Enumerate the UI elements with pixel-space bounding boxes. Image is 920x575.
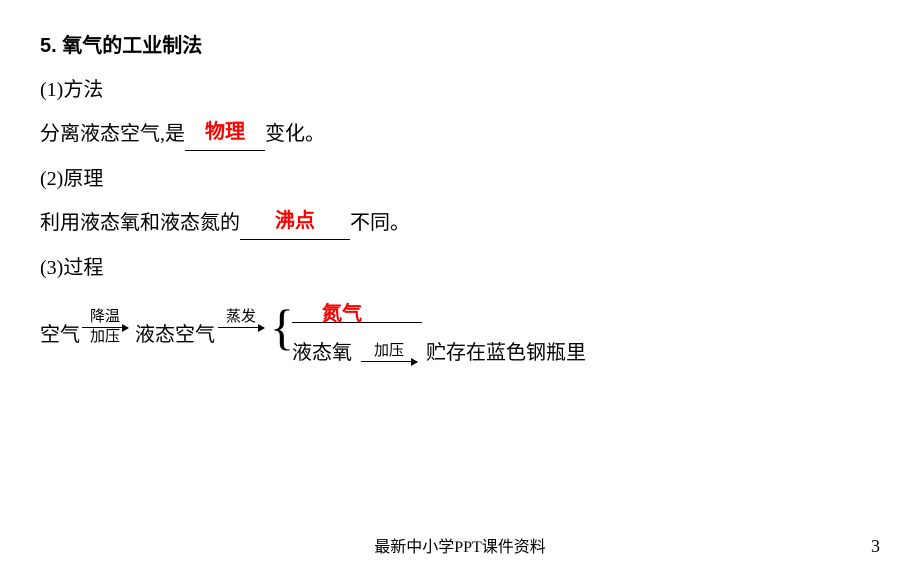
subsection-1-label: (1)方法 xyxy=(40,74,880,106)
blank-2: 沸点 xyxy=(240,207,350,240)
node-air: 空气 xyxy=(40,318,80,347)
node-storage: 贮存在蓝色钢瓶里 xyxy=(426,342,586,364)
subsection-2-text: 利用液态氧和液态氮的 沸点 不同。 xyxy=(40,207,880,240)
text-after-1: 变化。 xyxy=(265,123,325,145)
node-liquid-air: 液态空气 xyxy=(135,318,215,347)
branch-top: 氮气 xyxy=(292,300,422,323)
arrow-1-bottom: 加压 xyxy=(82,330,128,345)
process-diagram: 空气 降温 加压 液态空气 蒸发 x { 氮气 xyxy=(40,296,880,376)
answer-2: 沸点 xyxy=(275,210,315,232)
footer-text: 最新中小学PPT课件资料 xyxy=(374,533,546,557)
brace-icon: { xyxy=(270,302,294,352)
text-after-2: 不同。 xyxy=(350,212,410,234)
subsection-3-label: (3)过程 xyxy=(40,252,880,284)
slide-content: 5. 氧气的工业制法 (1)方法 分离液态空气,是物理变化。 (2)原理 利用液… xyxy=(0,0,920,406)
text-before-2: 利用液态氧和液态氮的 xyxy=(40,212,240,234)
text-before-1: 分离液态空气,是 xyxy=(40,123,185,145)
arrow-2-top: 蒸发 xyxy=(218,310,264,325)
subsection-1-text: 分离液态空气,是物理变化。 xyxy=(40,118,880,151)
arrow-1-top: 降温 xyxy=(82,310,128,325)
node-liquid-oxygen: 液态氧 xyxy=(292,342,352,364)
arrow-2: 蒸发 x xyxy=(218,310,264,345)
section-title: 5. 氧气的工业制法 xyxy=(40,30,880,62)
page-number: 3 xyxy=(871,536,880,557)
arrow-1: 降温 加压 xyxy=(82,310,128,345)
subsection-2-label: (2)原理 xyxy=(40,163,880,195)
answer-1: 物理 xyxy=(205,121,245,143)
branch-bottom: 液态氧 加压 贮存在蓝色钢瓶里 xyxy=(292,336,586,365)
arrow-3-top: 加压 xyxy=(361,344,417,359)
blank-1: 物理 xyxy=(185,118,265,151)
answer-nitrogen: 氮气 xyxy=(322,297,362,326)
